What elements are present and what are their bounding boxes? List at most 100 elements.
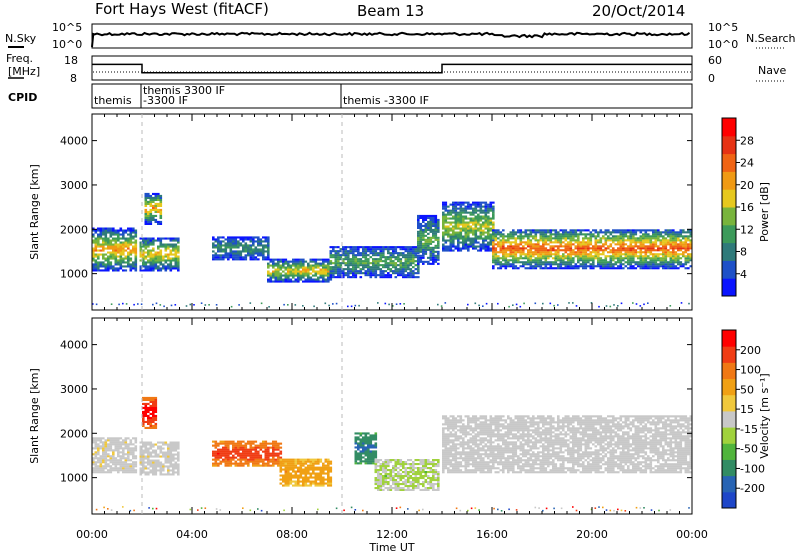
scatter-cell xyxy=(545,235,548,237)
scatter-cell xyxy=(345,252,348,254)
scatter-cell xyxy=(515,243,518,245)
scatter-cell xyxy=(280,457,283,459)
scatter-cell xyxy=(422,231,425,233)
scatter-cell xyxy=(560,267,563,269)
scatter-cell xyxy=(347,246,350,248)
scatter-cell xyxy=(347,270,350,272)
scatter-cell xyxy=(490,224,493,226)
scatter-cell xyxy=(442,214,445,216)
scatter-cell xyxy=(110,254,113,256)
scatter-cell xyxy=(297,279,300,281)
scatter-cell xyxy=(397,246,400,248)
scatter-cell xyxy=(297,479,300,481)
scatter-cell xyxy=(587,265,590,267)
scatter-cell xyxy=(457,202,460,204)
scatter-cell xyxy=(367,246,370,248)
scatter-cell xyxy=(405,270,408,272)
scatter-cell xyxy=(242,465,245,467)
scatter-cell xyxy=(427,223,430,225)
scatter-cell xyxy=(145,193,148,195)
scatter-cell xyxy=(157,465,160,467)
scatter-cell xyxy=(282,271,285,273)
noise-cell xyxy=(636,303,638,305)
scatter-cell xyxy=(527,253,530,255)
scatter-cell xyxy=(530,255,533,257)
scatter-cell xyxy=(122,441,125,443)
scatter-cell xyxy=(342,272,345,274)
scatter-cell xyxy=(295,265,298,267)
scatter-cell xyxy=(545,247,548,249)
scatter-cell xyxy=(270,453,273,455)
scatter-cell xyxy=(370,456,373,458)
scatter-cell xyxy=(97,453,100,455)
scatter-cell xyxy=(682,231,685,233)
scatter-cell xyxy=(490,250,493,252)
scatter-cell xyxy=(122,258,125,260)
scatter-cell xyxy=(245,457,248,459)
scatter-cell xyxy=(147,444,150,446)
scatter-cell xyxy=(550,249,553,251)
scatter-cell xyxy=(390,276,393,278)
scatter-cell xyxy=(277,455,280,457)
scatter-cell xyxy=(492,202,495,204)
scatter-cell xyxy=(315,475,318,477)
scatter-cell xyxy=(262,459,265,461)
scatter-cell xyxy=(492,216,495,218)
scatter-cell xyxy=(510,251,513,253)
scatter-cell xyxy=(215,258,218,260)
scatter-cell xyxy=(127,467,130,469)
scatter-cell xyxy=(325,273,328,275)
scatter-cell xyxy=(297,463,300,465)
scatter-cell xyxy=(327,469,330,471)
scatter-cell xyxy=(405,254,408,256)
scatter-cell xyxy=(262,240,265,242)
scatter-cell xyxy=(475,222,478,224)
noise-cell xyxy=(441,305,443,307)
scatter-cell xyxy=(385,481,388,483)
scatter-cell xyxy=(145,258,148,260)
scatter-cell xyxy=(240,250,243,252)
scatter-cell xyxy=(157,265,160,267)
scatter-cell xyxy=(580,233,583,235)
scatter-cell xyxy=(272,259,275,261)
scatter-cell xyxy=(235,463,238,465)
scatter-cell xyxy=(327,269,330,271)
scatter-cell xyxy=(325,479,328,481)
scatter-cell xyxy=(175,248,178,250)
scatter-cell xyxy=(155,399,158,401)
scatter-cell xyxy=(150,250,153,252)
scatter-cell xyxy=(530,259,533,261)
scatter-cell xyxy=(265,453,268,455)
scatter-cell xyxy=(295,465,298,467)
scatter-cell xyxy=(510,241,513,243)
scatter-cell xyxy=(155,209,158,211)
scatter-cell xyxy=(327,459,330,461)
scatter-cell xyxy=(492,218,495,220)
scatter-cell xyxy=(685,237,688,239)
scatter-cell xyxy=(160,197,163,199)
scatter-cell xyxy=(462,208,465,210)
scatter-cell xyxy=(377,252,380,254)
scatter-cell xyxy=(160,223,163,225)
scatter-cell xyxy=(147,219,150,221)
scatter-cell xyxy=(135,441,138,443)
scatter-cell xyxy=(215,465,218,467)
scatter-cell xyxy=(120,238,123,240)
scatter-cell xyxy=(177,473,180,475)
scatter-cell xyxy=(265,459,268,461)
scatter-cell xyxy=(100,439,103,441)
scatter-cell xyxy=(360,276,363,278)
scatter-cell xyxy=(455,234,458,236)
scatter-cell xyxy=(437,237,440,239)
scatter-cell xyxy=(242,236,245,238)
scatter-cell xyxy=(622,231,625,233)
scatter-cell xyxy=(360,264,363,266)
scatter-cell xyxy=(230,248,233,250)
scatter-cell xyxy=(277,453,280,455)
scatter-cell xyxy=(135,232,138,234)
scatter-cell xyxy=(615,249,618,251)
scatter-cell xyxy=(420,235,423,237)
scatter-cell xyxy=(110,439,113,441)
scatter-cell xyxy=(170,259,173,261)
scatter-cell xyxy=(640,239,643,241)
